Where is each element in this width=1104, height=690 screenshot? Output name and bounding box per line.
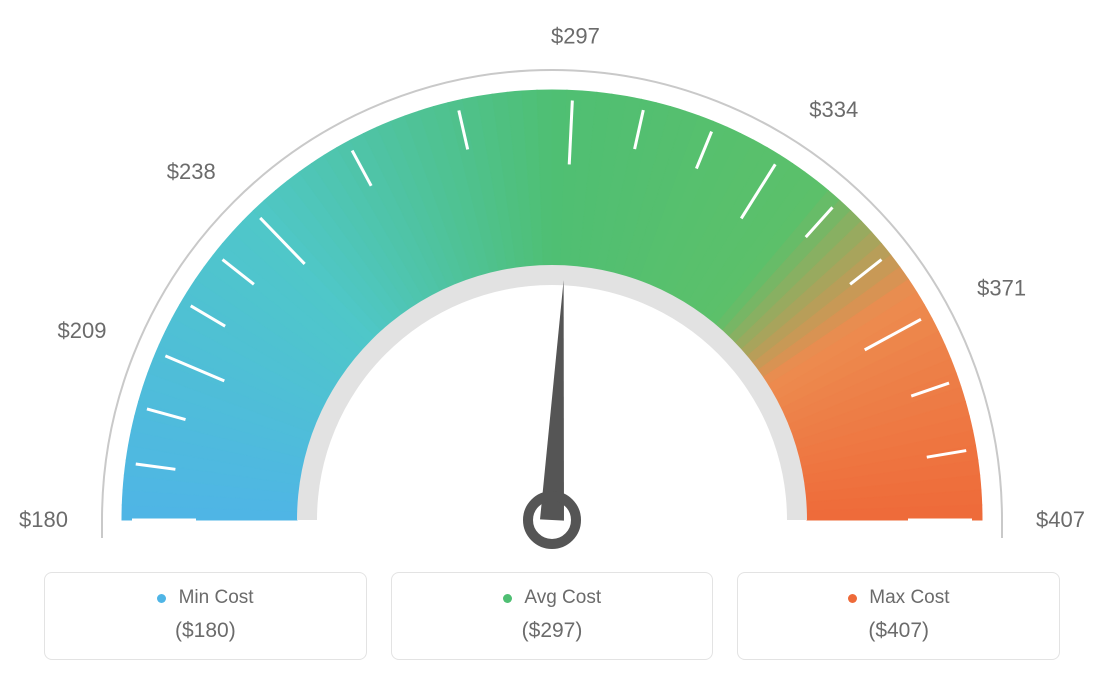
max-cost-label: Max Cost	[869, 587, 949, 608]
avg-cost-header: Avg Cost	[402, 587, 703, 609]
avg-cost-dot-icon	[503, 594, 512, 603]
gauge-chart-container: $180 $209 $238 $297 $334 $371 $407 Min Cost ($…	[0, 0, 1104, 690]
avg-cost-card: Avg Cost ($297)	[391, 572, 714, 660]
gauge-tick-label: $238	[167, 159, 216, 184]
min-cost-label: Min Cost	[179, 587, 254, 608]
avg-cost-label: Avg Cost	[524, 587, 601, 608]
gauge-needle	[540, 280, 564, 520]
min-cost-value: ($180)	[55, 619, 356, 643]
gauge-area: $180 $209 $238 $297 $334 $371 $407	[0, 0, 1104, 560]
gauge-tick-label: $180	[19, 507, 68, 532]
min-cost-header: Min Cost	[55, 587, 356, 609]
gauge-tick-label: $209	[58, 318, 107, 343]
gauge-svg: $180 $209 $238 $297 $334 $371 $407	[0, 0, 1104, 560]
gauge-tick-label: $407	[1036, 507, 1085, 532]
max-cost-card: Max Cost ($407)	[737, 572, 1060, 660]
avg-cost-value: ($297)	[402, 619, 703, 643]
max-cost-value: ($407)	[748, 619, 1049, 643]
gauge-tick-label: $297	[551, 24, 600, 49]
max-cost-header: Max Cost	[748, 587, 1049, 609]
min-cost-card: Min Cost ($180)	[44, 572, 367, 660]
max-cost-dot-icon	[848, 594, 857, 603]
min-cost-dot-icon	[157, 594, 166, 603]
gauge-tick-label: $334	[809, 97, 858, 122]
summary-cards: Min Cost ($180) Avg Cost ($297) Max Cost…	[44, 572, 1060, 660]
gauge-tick-label: $371	[977, 276, 1026, 301]
